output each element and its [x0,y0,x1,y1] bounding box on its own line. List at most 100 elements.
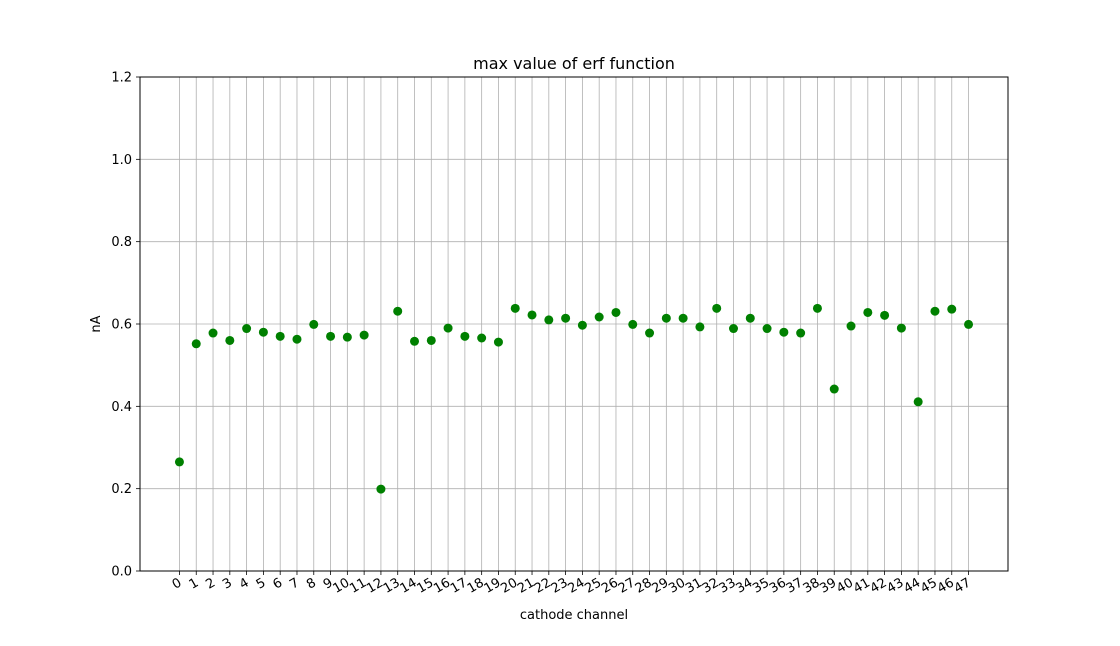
x-tick-label: 13 [381,575,403,596]
x-tick-label: 37 [784,575,806,596]
x-tick-label: 17 [448,575,470,596]
x-tick-label: 39 [817,575,839,596]
y-tick-label: 0.6 [111,318,132,333]
data-point [376,484,386,494]
data-point [275,331,285,341]
data-point [812,303,822,313]
x-tick-label: 2 [203,575,218,592]
y-axis-label: nA [89,315,104,332]
x-tick-label: 12 [364,575,386,596]
y-tick-label: 1.0 [111,153,132,168]
x-tick-label: 38 [801,575,823,596]
data-point [544,315,554,325]
data-point [577,320,587,330]
x-tick-label: 19 [482,575,504,596]
data-point [695,322,705,332]
data-point [493,337,503,347]
y-tick-label: 0.2 [111,482,132,497]
data-point [561,313,571,323]
x-tick-label: 43 [885,575,907,596]
x-tick-label: 25 [582,575,604,596]
data-point [594,312,604,322]
x-tick-label: 1 [187,575,202,592]
x-tick-label: 10 [331,575,353,596]
data-point [258,327,268,337]
x-tick-label: 7 [287,575,302,592]
y-tick-label: 1.2 [111,71,132,86]
x-tick-label: 41 [851,575,873,596]
x-tick-label: 6 [271,575,286,592]
x-tick-label: 32 [700,575,722,596]
x-tick-label: 16 [431,575,453,596]
x-tick-label: 47 [952,575,974,596]
y-tick-label: 0.8 [111,235,132,250]
x-tick-label: 40 [834,575,856,596]
data-point [745,313,755,323]
y-tick-label: 0.0 [111,565,132,580]
x-tick-label: 20 [498,575,520,596]
data-point [678,313,688,323]
x-tick-label: 46 [935,575,957,596]
axis-ticks: 0 1 2 3 4 5 6 7 8 9101112131415161718192021222324… [111,71,973,597]
data-point [410,336,420,346]
data-point [913,397,923,407]
x-tick-label: 4 [237,575,252,592]
data-point [880,310,890,320]
data-point [477,333,487,343]
data-point [930,306,940,316]
x-tick-label: 24 [566,575,588,596]
data-point [728,324,738,334]
data-point [191,339,201,349]
x-tick-label: 11 [347,575,369,596]
data-point [947,304,957,314]
data-point [628,319,638,329]
x-tick-label: 44 [901,575,923,596]
data-point [796,328,806,338]
x-tick-label: 31 [683,575,705,596]
x-tick-label: 22 [532,575,554,596]
x-tick-label: 27 [616,575,638,596]
data-point [208,328,218,338]
x-tick-label: 8 [304,575,319,592]
data-point [510,303,520,313]
data-point [393,306,403,316]
data-point [611,307,621,317]
grid-layer [140,76,1008,572]
data-point [846,321,856,331]
chart-title: max value of erf function [473,54,675,73]
x-tick-label: 34 [733,575,755,596]
data-point [762,324,772,334]
data-point [779,327,789,337]
x-tick-label: 26 [599,575,621,596]
data-point [661,313,671,323]
data-point [829,384,839,394]
data-point [712,303,722,313]
data-point [292,334,302,344]
x-tick-label: 18 [465,575,487,596]
x-axis-label: cathode channel [520,608,628,623]
x-tick-label: 14 [398,575,420,596]
data-point [342,332,352,342]
x-tick-label: 36 [767,575,789,596]
x-tick-label: 30 [666,575,688,596]
data-point [896,323,906,333]
data-point [964,319,974,329]
x-tick-label: 29 [650,575,672,596]
data-point [443,323,453,333]
x-tick-label: 33 [717,575,739,596]
y-tick-label: 0.4 [111,400,132,415]
x-tick-label: 28 [633,575,655,596]
x-tick-label: 3 [220,575,235,592]
x-tick-label: 45 [918,575,940,596]
data-points [174,303,974,494]
x-tick-label: 5 [254,575,269,592]
data-point [426,335,436,345]
data-point [225,335,235,345]
data-point [359,330,369,340]
data-point [527,310,537,320]
data-point [460,331,470,341]
data-point [309,319,319,329]
x-tick-label: 21 [515,575,537,596]
